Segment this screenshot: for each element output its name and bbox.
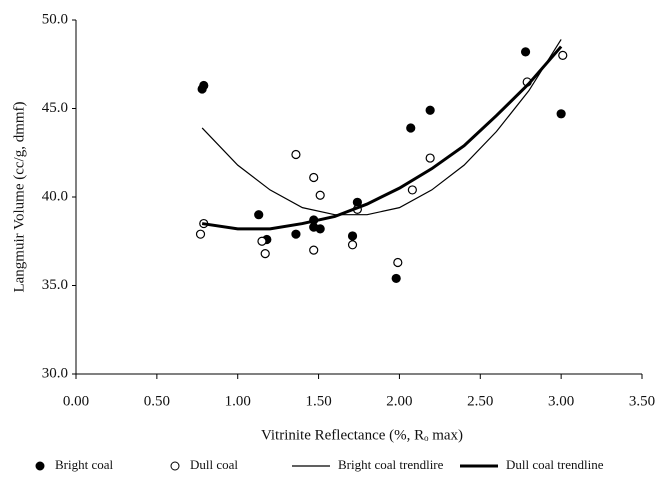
point	[406, 123, 416, 133]
point	[309, 245, 319, 255]
point	[254, 210, 264, 220]
x-tick-label: 1.00	[225, 393, 251, 409]
point	[520, 47, 531, 57]
x-tick-label: 2.00	[386, 393, 412, 409]
point	[425, 105, 435, 115]
legend-label: Dull coal	[190, 457, 238, 472]
x-axis-label: Vitrinite Reflectance (%, Rₒ max)	[261, 427, 463, 443]
point	[425, 153, 435, 163]
y-tick-label: 45.0	[42, 100, 68, 116]
point	[407, 185, 417, 195]
legend-label: Bright coal	[55, 457, 114, 472]
point	[309, 172, 319, 183]
y-tick-label: 50.0	[42, 11, 68, 27]
point	[558, 50, 568, 61]
point	[291, 149, 301, 160]
point	[391, 273, 401, 284]
x-tick-label: 2.50	[467, 393, 493, 409]
point	[199, 80, 209, 91]
point	[556, 109, 566, 119]
legend-label: Bright coal trendlire	[338, 457, 444, 472]
trendline	[201, 45, 563, 231]
legend-swatch	[35, 461, 45, 471]
point	[347, 240, 358, 250]
point	[195, 229, 206, 239]
x-tick-label: 1.50	[305, 393, 331, 409]
point	[291, 229, 301, 239]
y-tick-label: 35.0	[42, 277, 68, 293]
x-tick-label: 3.50	[629, 393, 655, 409]
x-tick-label: 0.00	[63, 393, 89, 409]
point	[257, 236, 267, 246]
y-tick-label: 40.0	[42, 188, 68, 204]
point	[347, 231, 358, 241]
x-tick-label: 0.50	[144, 393, 170, 409]
legend-label: Dull coal trendline	[506, 457, 604, 472]
point	[260, 249, 270, 259]
point	[315, 190, 325, 200]
legend-swatch	[170, 461, 180, 471]
y-tick-label: 30.0	[42, 365, 68, 381]
trendline	[201, 39, 562, 216]
point	[393, 257, 403, 268]
point	[315, 224, 325, 234]
x-tick-label: 3.00	[548, 393, 574, 409]
y-axis-label: Langmuir Volume (cc/g, dmmf)	[11, 101, 27, 292]
